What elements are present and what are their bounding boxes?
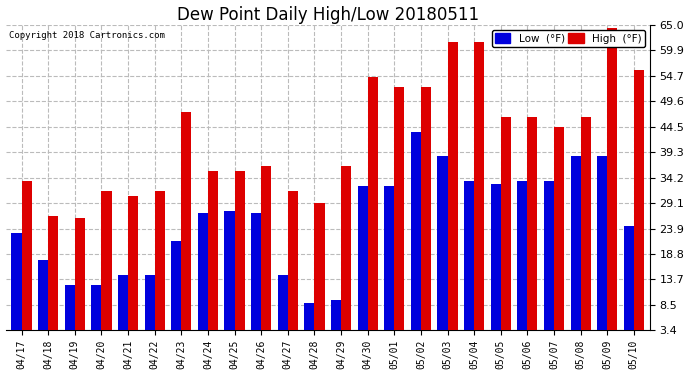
Bar (624, 226, 634, 330)
Bar (91, 285, 101, 330)
Bar (65, 285, 75, 330)
Bar (171, 241, 181, 330)
Bar (315, 204, 324, 330)
Bar (607, 28, 618, 330)
Bar (597, 156, 607, 330)
Bar (198, 213, 208, 330)
Bar (518, 181, 527, 330)
Text: Copyright 2018 Cartronics.com: Copyright 2018 Cartronics.com (9, 31, 165, 40)
Bar (251, 213, 261, 330)
Bar (501, 117, 511, 330)
Bar (75, 218, 85, 330)
Bar (181, 112, 191, 330)
Bar (357, 186, 368, 330)
Bar (277, 275, 288, 330)
Bar (128, 196, 138, 330)
Title: Dew Point Daily High/Low 20180511: Dew Point Daily High/Low 20180511 (177, 6, 479, 24)
Bar (464, 181, 474, 330)
Bar (527, 117, 538, 330)
Bar (224, 211, 235, 330)
Bar (12, 233, 21, 330)
Bar (384, 186, 394, 330)
Bar (544, 181, 554, 330)
Bar (474, 42, 484, 330)
Bar (634, 70, 644, 330)
Bar (341, 166, 351, 330)
Legend: Low  (°F), High  (°F): Low (°F), High (°F) (491, 30, 644, 47)
Bar (288, 191, 298, 330)
Bar (38, 261, 48, 330)
Bar (491, 184, 501, 330)
Bar (394, 87, 404, 330)
Bar (554, 127, 564, 330)
Bar (368, 77, 377, 330)
Bar (208, 171, 218, 330)
Bar (448, 42, 457, 330)
Bar (48, 216, 58, 330)
Bar (571, 156, 580, 330)
Bar (304, 303, 315, 330)
Bar (118, 275, 128, 330)
Bar (331, 300, 341, 330)
Bar (261, 166, 271, 330)
Bar (580, 117, 591, 330)
Bar (437, 156, 448, 330)
Bar (101, 191, 112, 330)
Bar (144, 275, 155, 330)
Bar (21, 181, 32, 330)
Bar (421, 87, 431, 330)
Bar (155, 191, 165, 330)
Bar (235, 171, 245, 330)
Bar (411, 132, 421, 330)
